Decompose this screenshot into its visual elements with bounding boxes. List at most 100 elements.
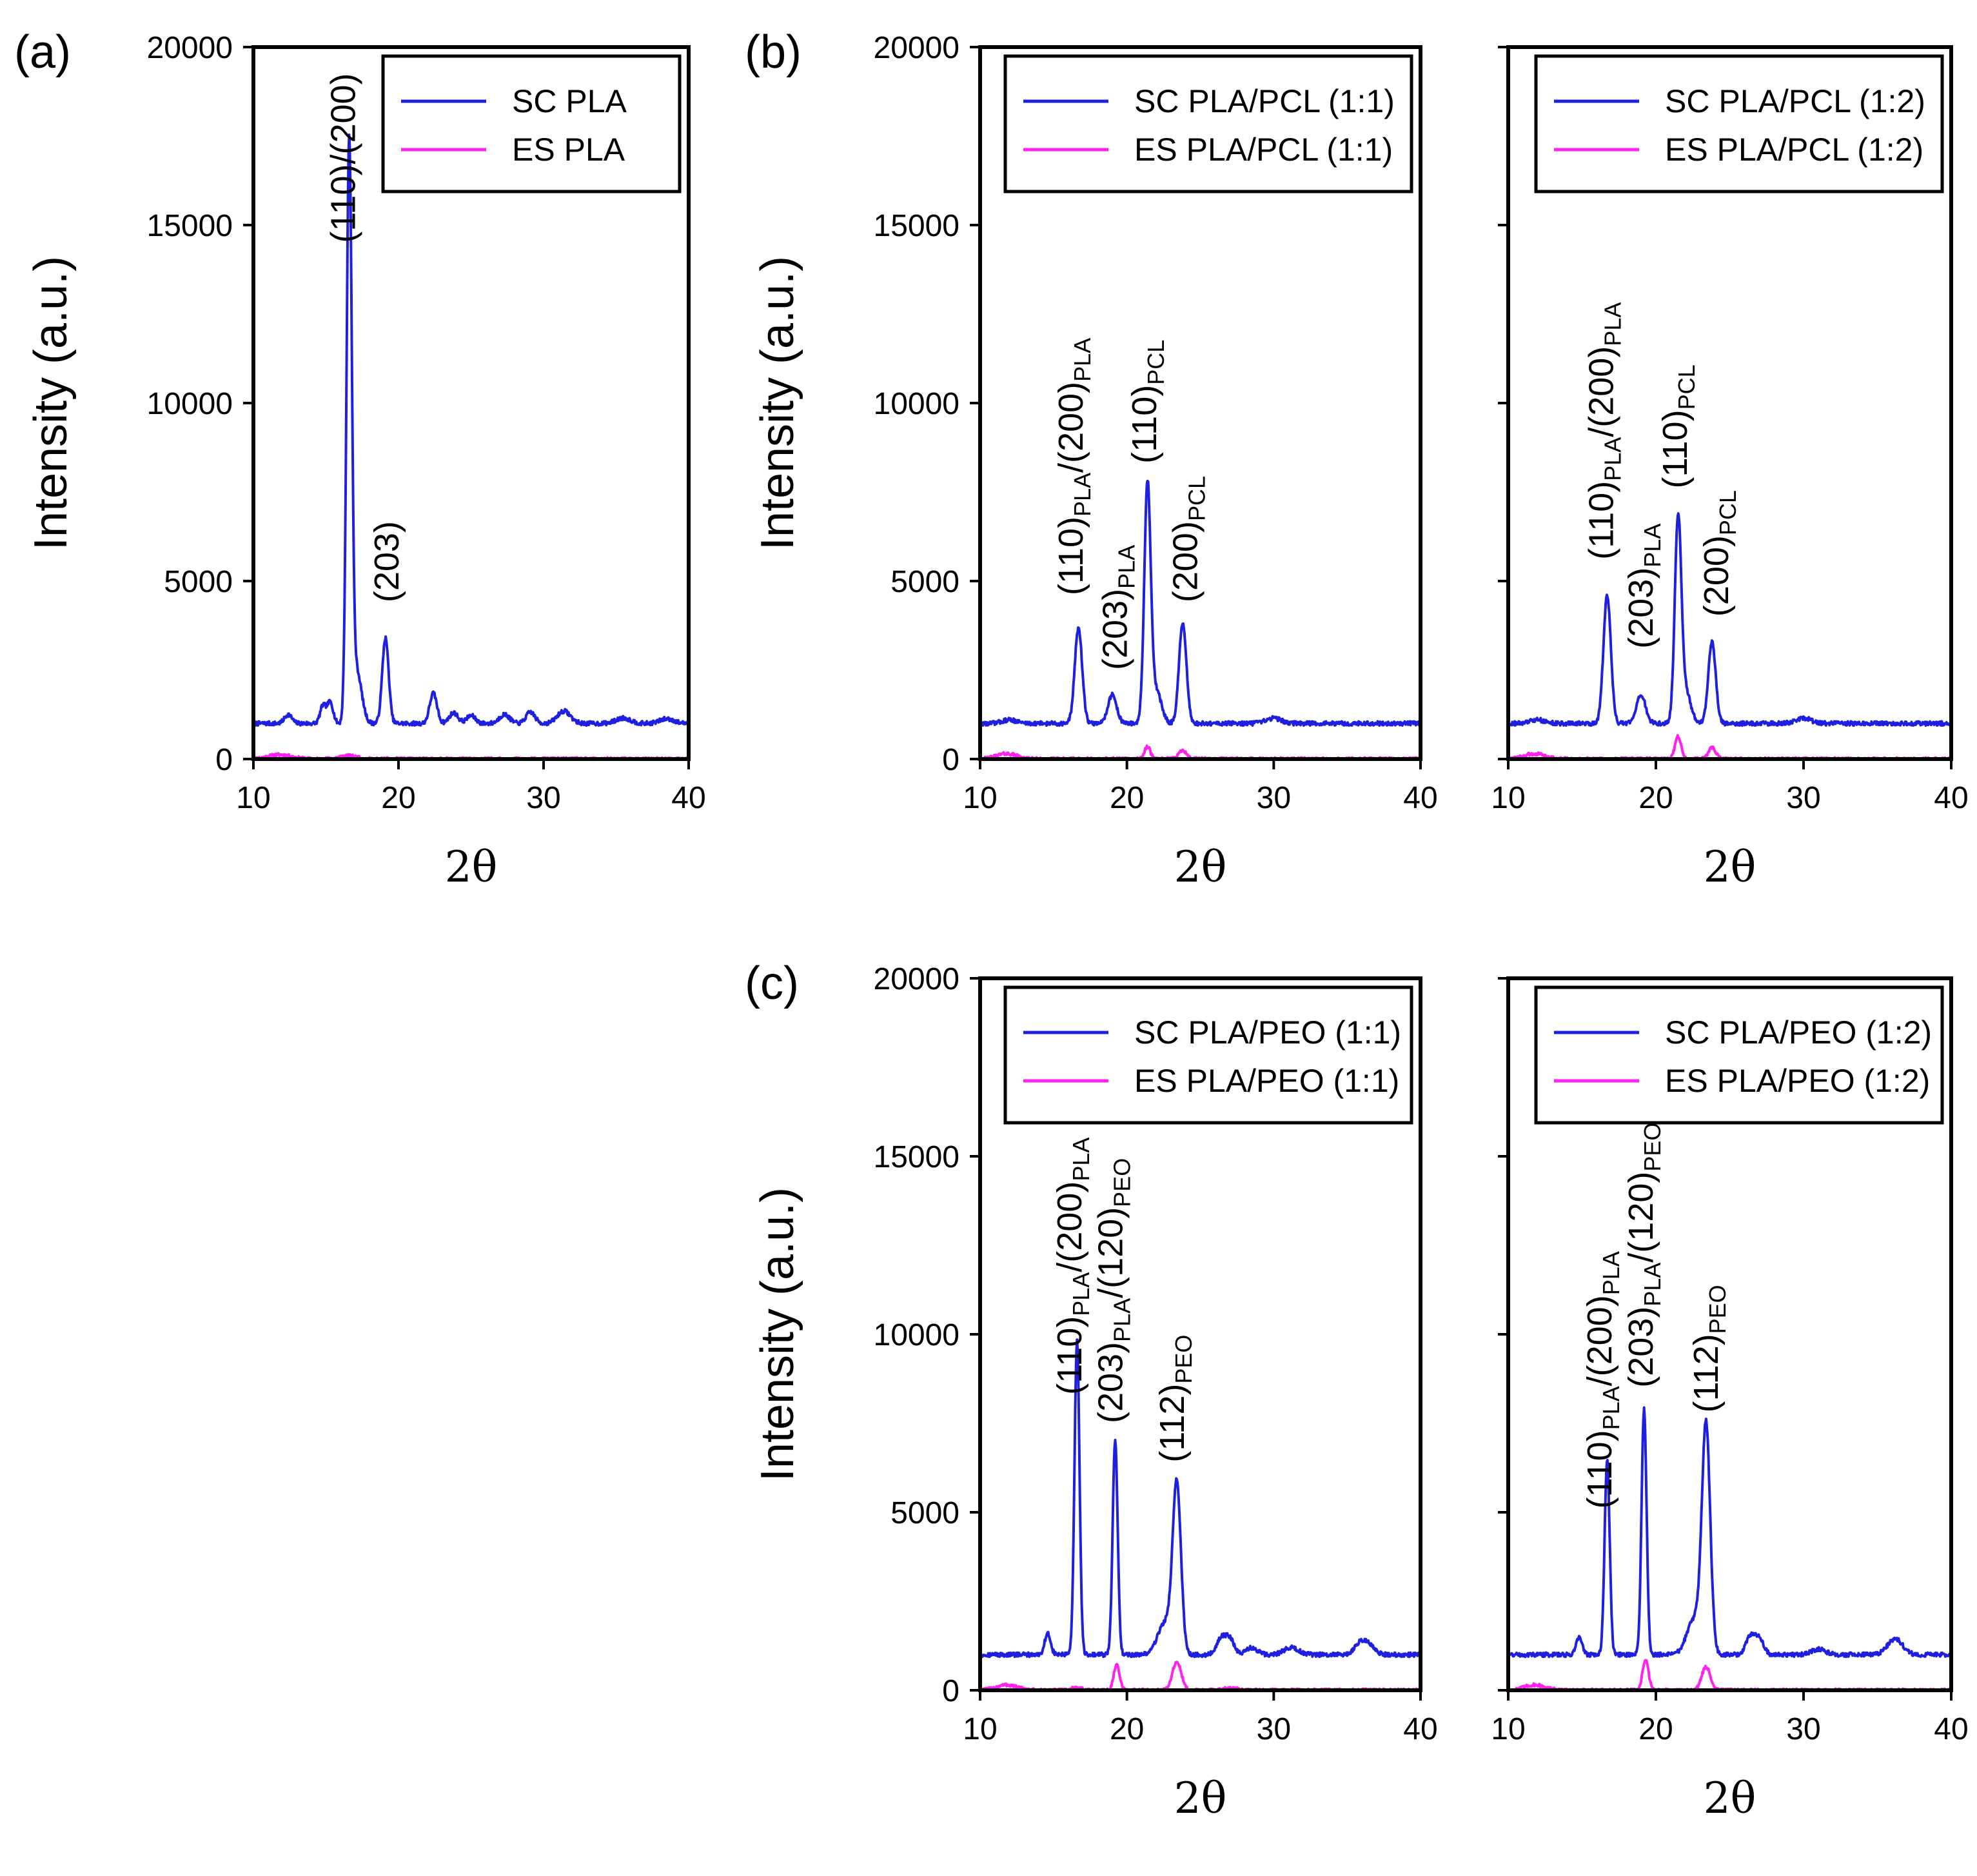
annotation-subscript: PLA [1068, 1272, 1094, 1316]
x-tick-label: 30 [1257, 1712, 1291, 1746]
annotation-text: /(120) [1092, 1207, 1130, 1298]
peak-annotation: (200)PCL [1166, 476, 1210, 602]
series-line-sc [980, 1338, 1421, 1659]
annotation-text: (110) [1656, 410, 1695, 488]
y-tick-label: 0 [215, 743, 233, 777]
x-tick-label: 20 [1110, 781, 1144, 815]
plot-frame [978, 976, 1422, 1692]
annotation-subscript: PLA [1598, 1386, 1624, 1430]
annotation-subscript: PLA [1113, 545, 1139, 589]
peak-annotation: (110)PLA/(200)PLA [1050, 1138, 1094, 1395]
plot-frame [1506, 45, 1953, 761]
annotation-text: (112) [1687, 1334, 1726, 1412]
legend-entry: SC PLA/PCL (1:1) [1134, 83, 1395, 119]
legend-entry: ES PLA/PEO (1:2) [1665, 1063, 1930, 1099]
legend-box [1003, 985, 1413, 1125]
panel-letter: (c) [745, 958, 799, 1009]
y-axis-label: Intensity (a.u.) [752, 1187, 803, 1481]
y-axis-label: Intensity (a.u.) [25, 256, 77, 550]
annotation-subscript: PCL [1673, 364, 1700, 410]
peak-annotation: (110)PCL [1125, 340, 1169, 464]
annotation-subscript: PEO [1639, 1123, 1666, 1172]
peak-annotation: (203) [368, 521, 406, 602]
legend-box [381, 54, 682, 193]
annotation-subscript: PEO [1704, 1285, 1731, 1334]
x-tick-label: 20 [1638, 781, 1673, 815]
y-tick-label: 0 [942, 743, 959, 777]
plot-frame [251, 45, 691, 761]
x-tick-label: 40 [1934, 781, 1968, 815]
legend-entry: SC PLA/PEO (1:2) [1665, 1014, 1932, 1051]
x-tick-label: 40 [671, 781, 705, 815]
x-tick-label: 30 [1257, 781, 1291, 815]
annotation-text: (200) [1697, 535, 1736, 617]
annotation-subscript: PLA [1598, 1251, 1624, 1295]
annotation-text: /(200) [1580, 1295, 1619, 1386]
annotation-subscript: PLA [1639, 524, 1666, 568]
plot-area [1508, 512, 1951, 759]
x-tick-label: 30 [526, 781, 560, 815]
x-axis-label: 2θ [1704, 842, 1756, 892]
annotation-subscript: PLA [1639, 1263, 1666, 1307]
peak-annotation: (110)PLA/(200)PLA [1052, 338, 1096, 595]
annotation-text: (110) [1052, 517, 1090, 595]
annotation-subscript: PCL [1715, 490, 1741, 535]
annotation-subscript: PEO [1109, 1158, 1136, 1207]
annotation-subscript: PCL [1143, 340, 1169, 385]
annotation-subscript: PLA [1109, 1298, 1136, 1342]
y-tick-label: 10000 [874, 387, 959, 421]
annotation-text: (203) [1092, 1342, 1130, 1423]
series-line-sc [1508, 512, 1951, 727]
x-axis-label: 2θ [1704, 1773, 1756, 1823]
y-tick-label: 20000 [874, 962, 959, 996]
x-tick-label: 10 [963, 1712, 997, 1746]
series-line-sc [1508, 1406, 1951, 1659]
legend-entry: ES PLA/PCL (1:1) [1134, 132, 1393, 168]
y-tick-label: 5000 [890, 565, 959, 599]
y-tick-label: 5000 [890, 1496, 959, 1530]
x-tick-label: 10 [1491, 781, 1525, 815]
legend-entry: ES PLA/PCL (1:2) [1665, 132, 1923, 168]
legend-entry: SC PLA [512, 83, 627, 119]
annotation-subscript: PLA [1069, 338, 1096, 382]
peak-annotation: (203)PLA/(120)PEO [1092, 1158, 1136, 1423]
y-tick-label: 15000 [147, 209, 233, 243]
legend-entry: ES PLA/PEO (1:1) [1134, 1063, 1399, 1099]
peak-annotation: (112)PEO [1153, 1335, 1197, 1463]
x-axis-label: 2θ [1174, 1773, 1227, 1823]
panel-a: (a) 0 5000 10000 15000 20000 10 20 30 40 Intensity… [14, 26, 706, 892]
peak-annotation: (203)PLA [1096, 545, 1139, 670]
annotation-subscript: PLA [1069, 473, 1096, 517]
peak-annotation: (110)PLA/(200)PLA [1580, 1251, 1624, 1508]
annotation-text: (203) [1622, 568, 1660, 649]
x-tick-label: 20 [381, 781, 415, 815]
y-axis-label: Intensity (a.u.) [752, 256, 803, 550]
annotation-text: /(200) [1582, 346, 1620, 437]
y-tick-label: 10000 [147, 387, 233, 421]
peak-annotation: (200)PCL [1697, 490, 1741, 617]
legend-box [1534, 54, 1944, 193]
x-tick-label: 40 [1403, 781, 1437, 815]
legend-box [1003, 54, 1413, 193]
panel-b2: 10 20 30 40 2θ SC PLA/PCL (1:2) ES PLA/PCL (1:… [1491, 45, 1969, 892]
panel-c2: 10 20 30 40 2θ SC PLA/PEO (1:2) ES PLA/PEO (1:… [1491, 976, 1969, 1823]
peak-annotation: (112)PEO [1687, 1285, 1731, 1412]
annotation-text: (203) [368, 521, 406, 602]
annotation-text: (112) [1153, 1384, 1192, 1463]
annotation-subscript: PEO [1170, 1335, 1197, 1384]
series-line-sc [253, 133, 689, 727]
annotation-text: (203) [1622, 1307, 1660, 1388]
x-tick-label: 20 [1110, 1712, 1144, 1746]
annotation-subscript: PLA [1068, 1138, 1094, 1181]
annotation-text: /(200) [1050, 1181, 1089, 1272]
x-tick-label: 10 [1491, 1712, 1525, 1746]
y-tick-label: 5000 [164, 565, 233, 599]
legend-entry: ES PLA [512, 132, 625, 168]
annotation-text: /(120) [1622, 1172, 1660, 1263]
y-tick-label: 20000 [874, 31, 959, 65]
annotation-text: (110) [1582, 481, 1620, 560]
legend-entry: SC PLA/PCL (1:2) [1665, 83, 1925, 119]
annotation-subscript: PLA [1599, 302, 1626, 346]
